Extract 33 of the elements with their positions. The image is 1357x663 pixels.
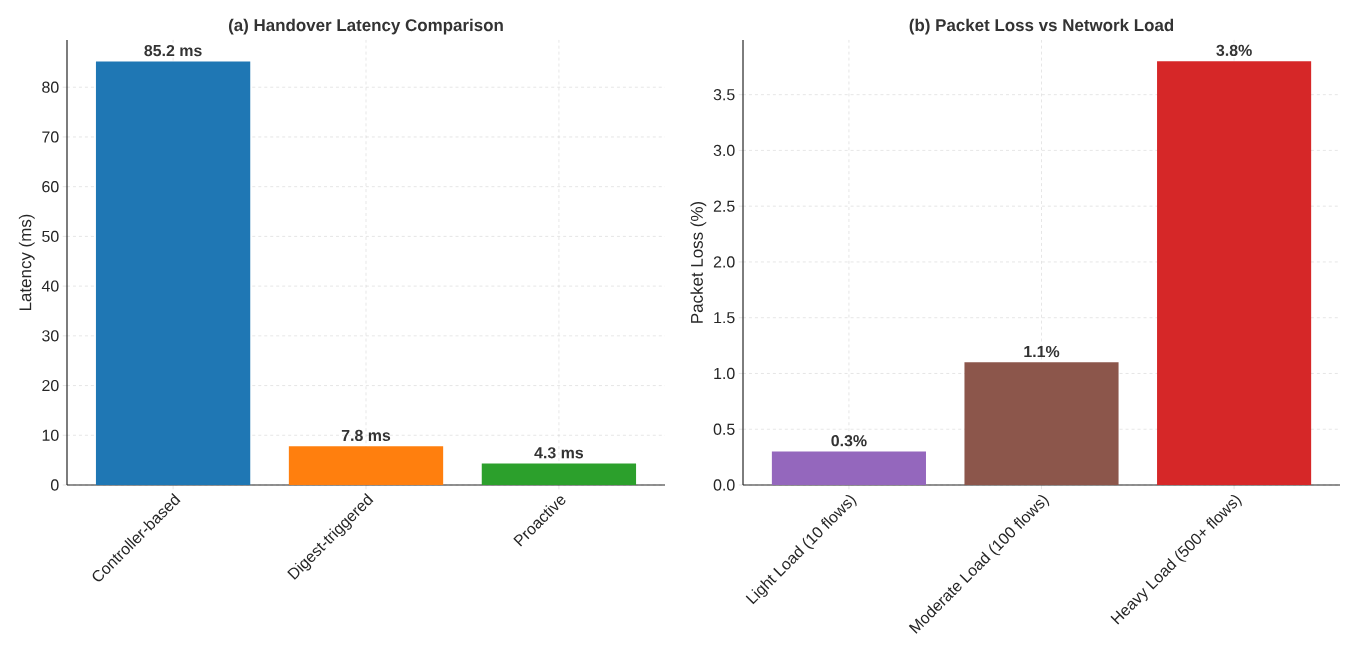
bar	[288, 446, 444, 485]
bar	[964, 362, 1119, 485]
y-tick-label: 10	[42, 429, 59, 441]
chart-title: (a) Handover Latency Comparison	[228, 18, 503, 35]
y-tick-label: 0.5	[713, 423, 735, 435]
y-tick-label: 1.5	[714, 312, 735, 324]
data-label: 3.8%	[1216, 44, 1252, 56]
bar	[481, 463, 637, 485]
y-tick-label: 1.0	[714, 367, 735, 380]
data-label: 0.3%	[831, 435, 867, 447]
y-axis-title: Packet Loss (%)	[690, 201, 707, 323]
y-tick-label: 3.5	[713, 89, 735, 101]
bar	[95, 61, 251, 485]
data-label: 4.3 ms	[534, 447, 584, 459]
y-tick-label: 50	[42, 230, 59, 243]
bar	[771, 451, 926, 485]
y-tick-label: 80	[42, 81, 59, 93]
y-tick-label: 70	[42, 131, 59, 143]
bar	[1157, 61, 1312, 485]
y-tick-label: 0.0	[713, 479, 735, 491]
y-tick-label: 60	[42, 181, 59, 193]
data-label: 85.2 ms	[144, 44, 202, 57]
y-tick-label: 2.5	[713, 200, 735, 212]
y-tick-label: 20	[42, 379, 59, 392]
data-label: 1.1%	[1024, 345, 1060, 358]
data-label: 7.8 ms	[341, 429, 391, 442]
y-tick-label: 30	[42, 330, 59, 342]
chart-title: (b) Packet Loss vs Network Load	[909, 18, 1174, 35]
y-tick-label: 3.0	[713, 144, 735, 157]
y-tick-label: 40	[41, 280, 59, 292]
y-axis-title: Latency (ms)	[18, 214, 35, 311]
y-tick-label: 0	[50, 479, 59, 491]
y-tick-label: 2.0	[713, 256, 735, 268]
